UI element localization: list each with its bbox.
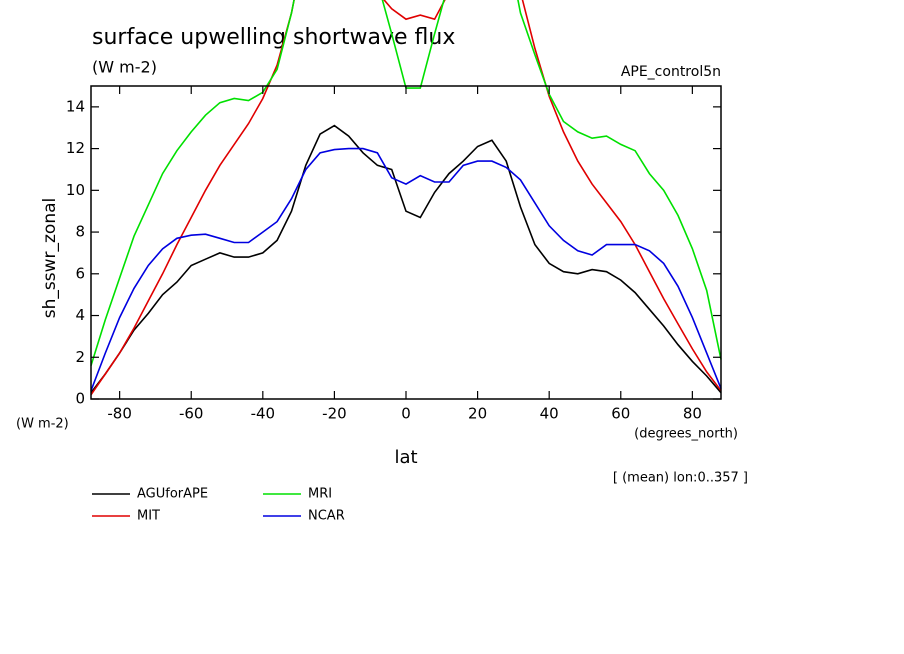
legend-label: MIT: [137, 509, 160, 524]
legend-label: AGUforAPE: [137, 487, 208, 502]
run-label: APE_control5n: [621, 64, 721, 80]
units-label: (W m-2): [92, 58, 157, 77]
x-tick-label: -40: [251, 405, 276, 423]
x-tick-label: -20: [322, 405, 347, 423]
y-tick-label: 4: [75, 306, 85, 324]
x-tick-label: 20: [468, 405, 487, 423]
y-axis-label: sh_sswr_zonal: [40, 198, 60, 318]
x-units-label: (degrees_north): [634, 427, 738, 442]
x-tick-label: 60: [611, 405, 630, 423]
plot-frame: [90, 85, 722, 400]
x-tick-label: 40: [540, 405, 559, 423]
legend-label: MRI: [308, 487, 332, 502]
x-axis-label: lat: [394, 447, 417, 468]
y-units-label: (W m-2): [16, 417, 69, 432]
legend-label: NCAR: [308, 509, 345, 524]
x-tick-label: 80: [683, 405, 702, 423]
series-line: [90, 0, 722, 366]
series-line: [90, 124, 722, 394]
note: [ (mean) lon:0..357 ]: [613, 471, 748, 486]
x-tick-label: 0: [401, 405, 411, 423]
series-line: [90, 0, 722, 396]
chart-title: surface upwelling shortwave flux: [92, 25, 455, 50]
y-tick-label: 8: [75, 223, 85, 241]
series-line: [90, 147, 722, 391]
y-tick-label: 12: [66, 139, 85, 157]
x-tick-label: -60: [179, 405, 204, 423]
y-tick-label: 14: [66, 97, 85, 115]
y-tick-label: 2: [75, 348, 85, 366]
y-tick-label: 10: [66, 181, 85, 199]
y-tick-label: 6: [75, 264, 85, 282]
y-tick-label: 0: [75, 390, 85, 408]
x-tick-label: -80: [107, 405, 132, 423]
